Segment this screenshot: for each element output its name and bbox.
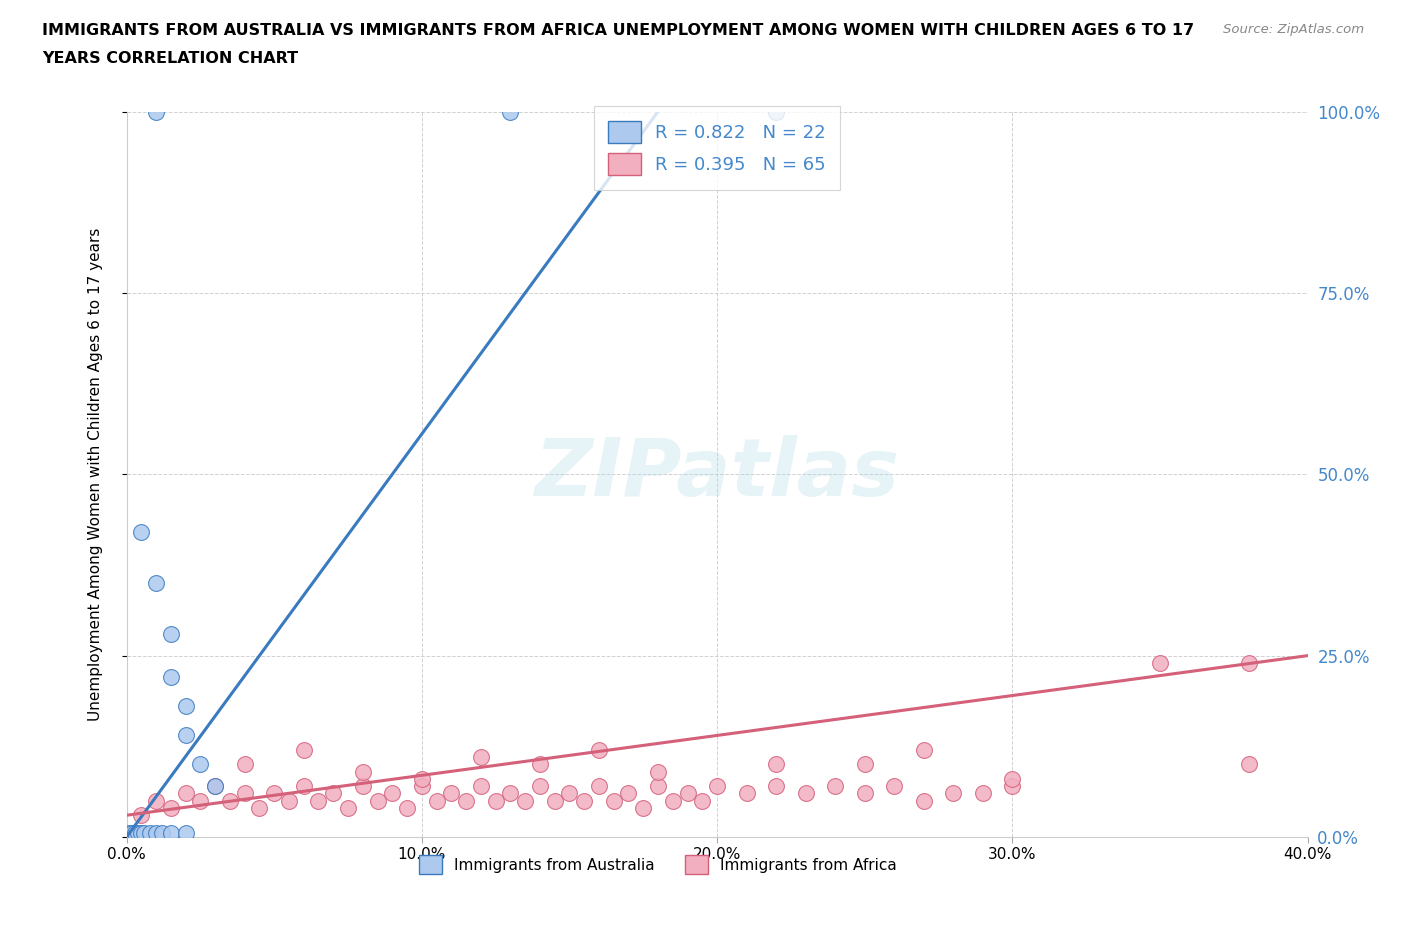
Point bbox=[292, 742, 315, 757]
Point bbox=[145, 793, 167, 808]
Point bbox=[337, 801, 360, 816]
Point bbox=[1149, 656, 1171, 671]
Point bbox=[188, 757, 212, 772]
Point bbox=[883, 778, 905, 793]
Point bbox=[411, 778, 433, 793]
Point bbox=[145, 576, 167, 591]
Point bbox=[150, 826, 173, 841]
Point bbox=[942, 786, 965, 801]
Point bbox=[174, 826, 197, 841]
Legend: Immigrants from Australia, Immigrants from Africa: Immigrants from Australia, Immigrants fr… bbox=[413, 849, 903, 880]
Point bbox=[633, 801, 655, 816]
Point bbox=[529, 778, 551, 793]
Point bbox=[381, 786, 404, 801]
Point bbox=[765, 104, 787, 119]
Point bbox=[134, 826, 156, 841]
Point bbox=[352, 778, 374, 793]
Point bbox=[278, 793, 301, 808]
Point bbox=[515, 793, 537, 808]
Point bbox=[558, 786, 581, 801]
Point bbox=[529, 757, 551, 772]
Point bbox=[129, 826, 153, 841]
Point bbox=[692, 793, 714, 808]
Point bbox=[145, 826, 167, 841]
Point bbox=[912, 742, 935, 757]
Point bbox=[1237, 656, 1260, 671]
Point bbox=[396, 801, 419, 816]
Text: YEARS CORRELATION CHART: YEARS CORRELATION CHART bbox=[42, 51, 298, 66]
Point bbox=[219, 793, 242, 808]
Point bbox=[484, 793, 508, 808]
Point bbox=[249, 801, 271, 816]
Point bbox=[588, 742, 610, 757]
Point bbox=[647, 764, 669, 779]
Point bbox=[735, 786, 758, 801]
Point bbox=[617, 786, 640, 801]
Point bbox=[499, 786, 522, 801]
Text: Source: ZipAtlas.com: Source: ZipAtlas.com bbox=[1223, 23, 1364, 36]
Point bbox=[588, 778, 610, 793]
Point bbox=[129, 808, 153, 823]
Point bbox=[647, 778, 669, 793]
Point bbox=[121, 826, 143, 841]
Point bbox=[425, 793, 447, 808]
Point bbox=[322, 786, 344, 801]
Point bbox=[188, 793, 212, 808]
Point bbox=[411, 772, 433, 787]
Point bbox=[470, 778, 492, 793]
Point bbox=[129, 525, 153, 539]
Point bbox=[308, 793, 330, 808]
Point bbox=[794, 786, 817, 801]
Point bbox=[124, 826, 146, 841]
Point bbox=[574, 793, 596, 808]
Point bbox=[676, 786, 699, 801]
Point bbox=[824, 778, 846, 793]
Y-axis label: Unemployment Among Women with Children Ages 6 to 17 years: Unemployment Among Women with Children A… bbox=[89, 228, 103, 721]
Point bbox=[853, 786, 876, 801]
Point bbox=[440, 786, 463, 801]
Point bbox=[765, 757, 787, 772]
Point bbox=[233, 757, 256, 772]
Point bbox=[603, 793, 626, 808]
Point bbox=[352, 764, 374, 779]
Text: IMMIGRANTS FROM AUSTRALIA VS IMMIGRANTS FROM AFRICA UNEMPLOYMENT AMONG WOMEN WIT: IMMIGRANTS FROM AUSTRALIA VS IMMIGRANTS … bbox=[42, 23, 1194, 38]
Point bbox=[233, 786, 256, 801]
Point bbox=[160, 801, 183, 816]
Point bbox=[292, 778, 315, 793]
Point bbox=[367, 793, 389, 808]
Point bbox=[972, 786, 994, 801]
Point bbox=[1237, 757, 1260, 772]
Point bbox=[1001, 778, 1024, 793]
Point bbox=[499, 104, 522, 119]
Point bbox=[912, 793, 935, 808]
Point bbox=[456, 793, 478, 808]
Point bbox=[118, 826, 141, 841]
Point bbox=[706, 778, 728, 793]
Point bbox=[765, 778, 787, 793]
Point bbox=[139, 826, 162, 841]
Text: ZIPatlas: ZIPatlas bbox=[534, 435, 900, 513]
Point bbox=[174, 786, 197, 801]
Point bbox=[263, 786, 285, 801]
Point bbox=[160, 670, 183, 684]
Point bbox=[145, 104, 167, 119]
Point bbox=[1001, 772, 1024, 787]
Point bbox=[662, 793, 685, 808]
Point bbox=[204, 778, 226, 793]
Point bbox=[160, 627, 183, 642]
Point bbox=[160, 826, 183, 841]
Point bbox=[127, 826, 149, 841]
Point bbox=[470, 750, 492, 764]
Point bbox=[174, 728, 197, 743]
Point bbox=[543, 793, 565, 808]
Point bbox=[204, 778, 226, 793]
Point bbox=[174, 699, 197, 714]
Point bbox=[853, 757, 876, 772]
